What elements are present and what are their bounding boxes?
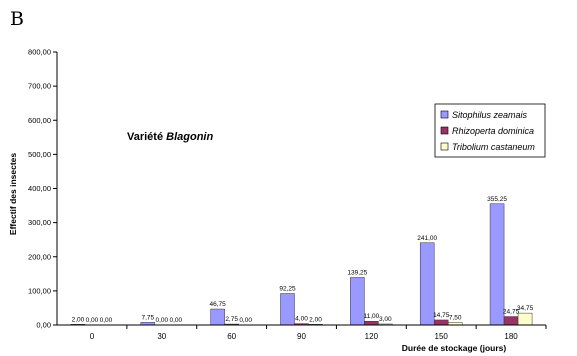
variety-annotation: Variété Blagonin bbox=[127, 131, 213, 143]
y-tick-label: 200,00 bbox=[28, 252, 51, 261]
data-label: 7,75 bbox=[141, 314, 154, 321]
data-label: 7,50 bbox=[449, 314, 462, 321]
y-tick-label: 300,00 bbox=[28, 218, 51, 227]
data-label: 3,00 bbox=[379, 316, 392, 323]
data-label: 139,25 bbox=[347, 269, 367, 276]
data-label: 241,00 bbox=[417, 235, 437, 242]
data-label: 4,00 bbox=[295, 316, 308, 323]
x-tick-label: 60 bbox=[227, 332, 236, 341]
legend-swatch bbox=[440, 142, 449, 151]
legend-swatch bbox=[440, 126, 449, 135]
data-label: 34,75 bbox=[517, 305, 534, 312]
x-tick-label: 30 bbox=[157, 332, 166, 341]
y-tick-label: 0,00 bbox=[36, 321, 51, 330]
data-label: 2,75 bbox=[225, 316, 238, 323]
bars bbox=[70, 203, 533, 326]
data-label: 46,75 bbox=[210, 301, 227, 308]
legend-swatch bbox=[440, 110, 449, 119]
data-label: 24,75 bbox=[503, 309, 520, 316]
data-label: 2,00 bbox=[309, 316, 322, 323]
legend: Sitophilus zeamais Rhizoperta dominica Tri… bbox=[434, 103, 546, 158]
y-axis-title: Effectif des insectes bbox=[8, 153, 18, 235]
data-label: 0,00 bbox=[86, 317, 99, 324]
panel-label: B bbox=[10, 8, 24, 30]
bar bbox=[364, 320, 379, 326]
data-label: 14,75 bbox=[433, 312, 450, 319]
data-label: 0,00 bbox=[100, 317, 113, 324]
x-axis-title: Durée de stockage (jours) bbox=[402, 343, 507, 353]
y-tick-label: 600,00 bbox=[28, 116, 51, 125]
x-tick-label: 180 bbox=[504, 332, 518, 341]
data-label: 355,25 bbox=[487, 196, 507, 203]
y-tick-label: 800,00 bbox=[28, 48, 51, 57]
bar bbox=[280, 293, 295, 326]
data-label: 2,00 bbox=[72, 316, 85, 323]
x-tick-label: 0 bbox=[90, 332, 95, 341]
data-label: 0,00 bbox=[169, 317, 182, 324]
legend-box bbox=[434, 103, 546, 158]
x-tick-label: 120 bbox=[365, 332, 379, 341]
x-tick-label: 90 bbox=[297, 332, 306, 341]
bar bbox=[489, 203, 505, 326]
y-axis: 0,00 100,00 200,00 300,00 400,00 500,00 600,00… bbox=[28, 48, 57, 330]
x-axis: 0 30 60 90 120 150 180 bbox=[90, 325, 547, 341]
y-tick-label: 700,00 bbox=[28, 82, 51, 91]
legend-label: Sitophilus zeamais bbox=[452, 110, 528, 120]
bar bbox=[350, 277, 365, 326]
y-tick-label: 100,00 bbox=[28, 286, 51, 295]
data-label: 0,00 bbox=[239, 317, 252, 324]
x-tick-label: 150 bbox=[435, 332, 449, 341]
bar bbox=[433, 319, 449, 326]
legend-label: Rhizoperta dominica bbox=[452, 126, 534, 136]
bar bbox=[210, 308, 225, 326]
data-label: 11,00 bbox=[363, 313, 379, 320]
legend-label: Tribolium castaneum bbox=[452, 142, 535, 152]
y-tick-label: 500,00 bbox=[28, 150, 51, 159]
bar bbox=[517, 312, 533, 326]
data-label: 0,00 bbox=[155, 317, 168, 324]
bar bbox=[503, 316, 519, 326]
y-tick-label: 400,00 bbox=[28, 184, 51, 193]
data-label: 92,25 bbox=[279, 286, 296, 293]
